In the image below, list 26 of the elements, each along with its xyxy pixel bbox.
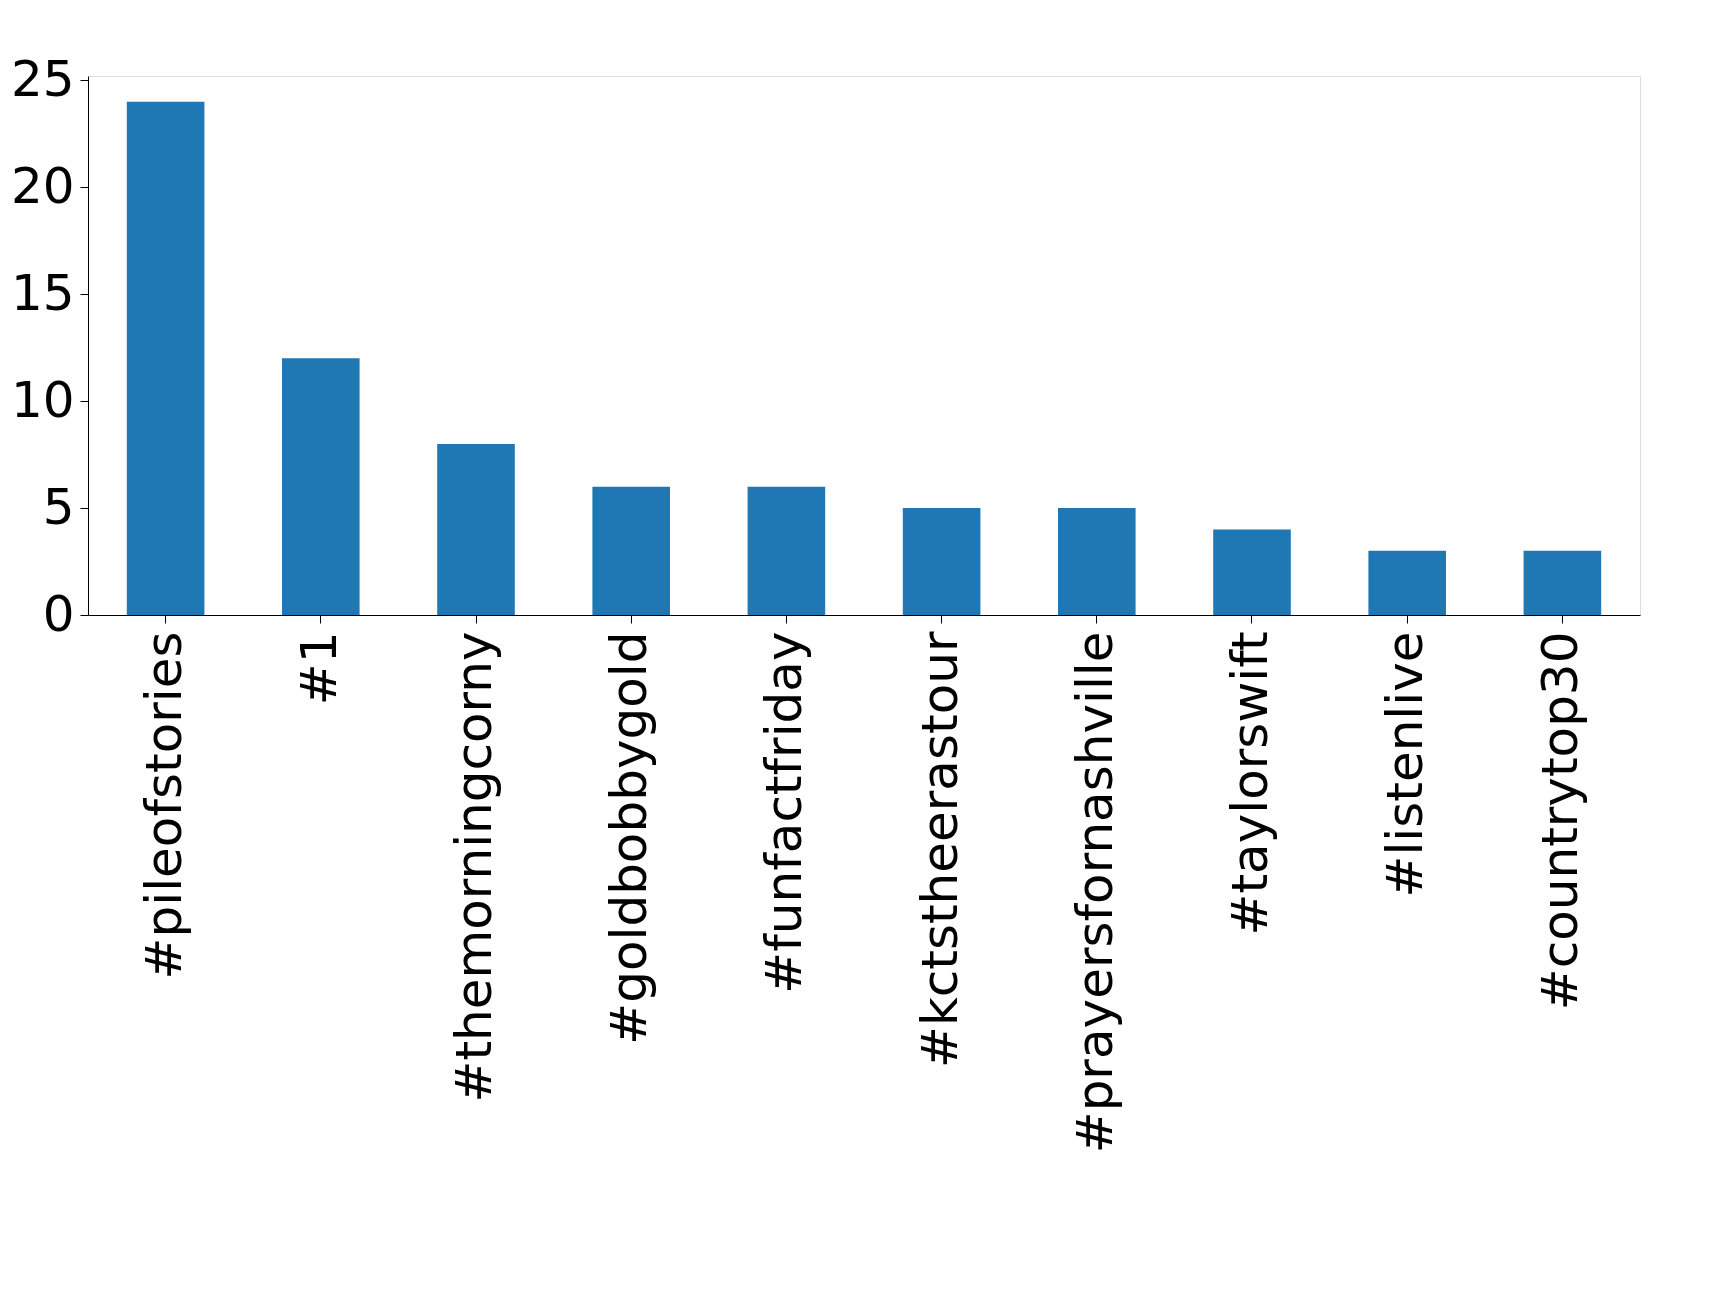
y-tick-label: 20	[10, 156, 75, 215]
x-tick-label: #taylorswift	[1221, 631, 1279, 936]
x-tick-label: #themorningcorny	[445, 631, 503, 1103]
bar	[902, 508, 981, 615]
bar	[437, 443, 515, 615]
x-tick-label: #kctstheerastour	[910, 631, 969, 1068]
bar	[592, 486, 670, 615]
y-tick-label: 5	[42, 477, 75, 536]
y-tick-label: 0	[42, 584, 75, 643]
x-tick-label: #countrytop30	[1531, 631, 1590, 1011]
bar	[1368, 550, 1446, 615]
bar	[282, 358, 360, 615]
y-tick-label: 25	[10, 49, 75, 108]
x-tick-label: #1	[289, 631, 348, 706]
y-tick-label: 15	[10, 263, 75, 322]
x-tick-label: #funfactfriday	[755, 631, 814, 994]
x-tick-label: #prayersfornashville	[1065, 631, 1124, 1154]
bar	[1058, 508, 1136, 615]
bar	[1213, 529, 1291, 615]
x-tick-label: #pileofstories	[134, 631, 193, 980]
y-tick-label: 10	[10, 370, 75, 429]
x-tick-label: #listenlive	[1376, 631, 1435, 898]
bar	[1523, 550, 1602, 615]
bar	[126, 101, 205, 615]
bar	[747, 486, 826, 615]
x-tick-label: #goldbobbygold	[600, 631, 659, 1045]
